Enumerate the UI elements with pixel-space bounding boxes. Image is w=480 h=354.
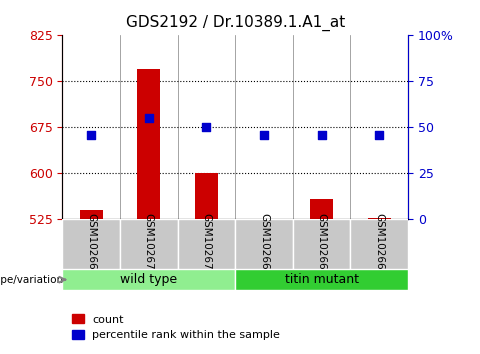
Text: GSM102665: GSM102665 [259, 213, 269, 276]
FancyBboxPatch shape [235, 219, 293, 269]
Bar [195, 173, 218, 219]
FancyBboxPatch shape [120, 219, 178, 269]
Bar [310, 199, 333, 219]
Bar [137, 69, 160, 219]
FancyBboxPatch shape [62, 219, 120, 269]
Text: titin mutant: titin mutant [285, 273, 359, 286]
Point [260, 132, 268, 138]
FancyBboxPatch shape [293, 219, 350, 269]
Point [375, 132, 383, 138]
Text: genotype/variation: genotype/variation [0, 275, 64, 285]
Bar [80, 210, 103, 219]
Title: GDS2192 / Dr.10389.1.A1_at: GDS2192 / Dr.10389.1.A1_at [126, 15, 345, 31]
Point [87, 132, 95, 138]
FancyBboxPatch shape [235, 269, 408, 290]
Bar [368, 218, 391, 219]
Legend: count, percentile rank within the sample: count, percentile rank within the sample [68, 310, 285, 345]
Text: GSM102671: GSM102671 [144, 213, 154, 276]
Bar [252, 219, 276, 220]
FancyBboxPatch shape [178, 219, 235, 269]
Point [318, 132, 325, 138]
Point [145, 115, 153, 121]
FancyBboxPatch shape [62, 269, 235, 290]
FancyBboxPatch shape [350, 219, 408, 269]
Point [203, 125, 210, 130]
Text: GSM102669: GSM102669 [86, 213, 96, 276]
Text: wild type: wild type [120, 273, 178, 286]
Text: GSM102666: GSM102666 [317, 213, 326, 276]
Text: GSM102667: GSM102667 [374, 213, 384, 276]
Text: GSM102674: GSM102674 [202, 213, 211, 276]
